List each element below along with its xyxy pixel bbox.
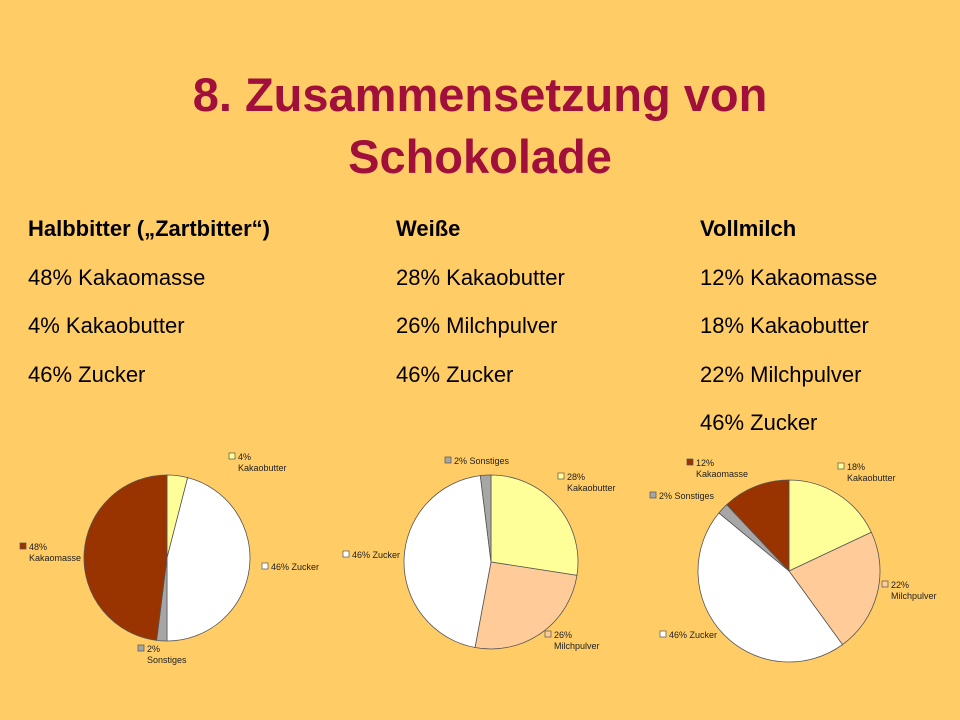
legend-swatch [544,630,552,638]
title-line-1: 8. Zusammensetzung von [192,68,768,121]
composition-item: 28% Kakaobutter [396,264,565,290]
data-label-percent: 48% [29,542,47,552]
legend-swatch [881,580,889,588]
column-heading: Weiße [396,216,461,241]
pie-slice-sonstiges [479,474,492,563]
legend-swatch [659,630,667,638]
legend-swatch [557,472,565,480]
pie-slice-zucker [403,475,492,648]
column-halbbitter: Halbbitter („Zartbitter“) 48% Kakaomasse… [28,213,270,407]
column-heading: Halbbitter („Zartbitter“) [28,216,270,241]
legend-swatch [19,542,27,550]
data-label: 2% Sonstiges [454,456,510,466]
data-label-name: Kakaobutter [847,473,896,483]
composition-item: 46% Zucker [396,361,514,387]
data-label: 46% Zucker [352,550,400,560]
data-label-percent: 2% [147,644,160,654]
data-label-percent: 28% [567,472,585,482]
slide-title: 8. Zusammensetzung von Schokolade [0,64,960,188]
data-label-name: Kakaomasse [29,553,81,563]
data-label: 46% Zucker [271,562,319,572]
composition-item: 48% Kakaomasse [28,264,206,290]
legend-swatch [137,644,145,652]
pie-slice-zucker [697,512,844,663]
column-weisse: Weiße 28% Kakaobutter 26% Milchpulver 46… [396,213,565,407]
legend-swatch [837,462,845,470]
pie-slice-kakaobutter [490,474,579,576]
pie-slice-kakaomasse [726,479,790,573]
column-heading: Vollmilch [700,216,797,241]
legend-swatch [342,550,350,558]
composition-item: 18% Kakaobutter [700,313,869,338]
data-label-percent: 22% [891,580,909,590]
composition-item: 26% Milchpulver [396,313,558,338]
legend-swatch [444,456,452,464]
pie-slice-kakaobutter [788,479,872,572]
title-line-2: Schokolade [348,130,612,183]
data-label-name: Milchpulver [554,641,600,651]
legend-swatch [686,458,694,466]
data-label-name: Kakaomasse [696,469,748,479]
data-label-name: Kakaobutter [567,483,616,493]
legend-swatch [228,452,236,460]
composition-item: 22% Milchpulver [700,361,862,387]
composition-item: 46% Zucker [700,410,818,435]
column-vollmilch: Vollmilch 12% Kakaomasse 18% Kakaobutter… [700,213,877,456]
pie-slice-kakaomasse [83,474,168,641]
data-label: 2% Sonstiges [659,491,715,501]
legend-swatch [261,562,269,570]
pie-slice-zucker [166,477,251,642]
legend-swatch [649,491,657,499]
composition-item: 12% Kakaomasse [700,264,878,290]
data-label: 46% Zucker [669,630,717,640]
data-label-percent: 4% [238,452,251,462]
composition-item: 46% Zucker [28,361,146,387]
data-label-name: Kakaobutter [238,463,287,473]
composition-item: 4% Kakaobutter [28,313,185,338]
data-label-percent: 26% [554,630,572,640]
data-label-name: Sonstiges [147,655,187,665]
pie-slice-milchpulver [474,561,578,650]
data-label-percent: 18% [847,462,865,472]
data-label-name: Milchpulver [891,591,937,601]
data-label-percent: 12% [696,458,714,468]
pie-slice-milchpulver [788,531,881,646]
